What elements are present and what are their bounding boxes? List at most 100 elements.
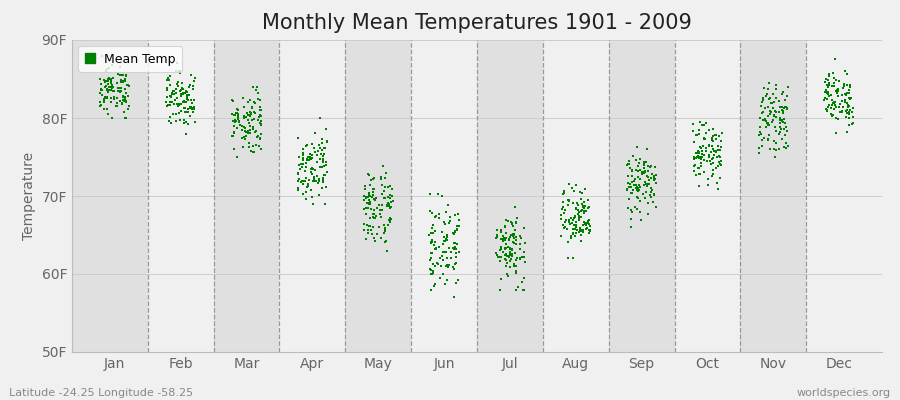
Point — [360, 199, 374, 206]
Point — [574, 213, 589, 220]
Point — [254, 107, 268, 113]
Point — [185, 100, 200, 106]
Point — [173, 68, 187, 74]
Point — [366, 176, 381, 182]
Point — [753, 124, 768, 130]
Point — [515, 279, 529, 286]
Point — [842, 109, 856, 115]
Point — [830, 89, 844, 96]
Point — [689, 172, 704, 178]
Point — [367, 215, 382, 222]
Point — [640, 181, 654, 187]
Point — [370, 231, 384, 237]
Point — [426, 222, 440, 228]
Point — [579, 208, 593, 214]
Point — [562, 198, 576, 204]
Point — [315, 147, 329, 153]
Point — [820, 108, 834, 114]
Point — [826, 106, 841, 112]
Point — [306, 166, 320, 172]
Point — [380, 202, 394, 208]
Point — [164, 94, 178, 100]
Point — [694, 156, 708, 163]
Point — [186, 109, 201, 116]
Point — [825, 113, 840, 119]
Point — [316, 153, 330, 159]
Point — [715, 130, 729, 136]
Point — [447, 294, 462, 301]
Point — [297, 168, 311, 174]
Point — [698, 130, 713, 136]
Point — [631, 162, 645, 169]
Point — [761, 80, 776, 86]
Point — [714, 144, 728, 150]
Point — [517, 286, 531, 293]
Point — [708, 132, 723, 138]
Point — [181, 121, 195, 128]
Point — [444, 249, 458, 255]
Point — [447, 229, 462, 236]
Point — [167, 88, 182, 94]
Point — [315, 184, 329, 191]
Point — [642, 180, 656, 187]
Point — [648, 164, 662, 170]
Point — [710, 143, 724, 149]
Point — [566, 217, 580, 223]
Point — [245, 105, 259, 112]
Point — [554, 216, 569, 222]
Point — [644, 194, 659, 200]
Point — [577, 208, 591, 214]
Point — [704, 161, 718, 168]
Point — [97, 84, 112, 91]
Point — [104, 80, 119, 86]
Point — [291, 170, 305, 176]
Point — [513, 254, 527, 261]
Point — [502, 258, 517, 264]
Bar — [608, 40, 675, 352]
Point — [101, 76, 115, 82]
Point — [252, 143, 266, 149]
Point — [822, 82, 836, 88]
Point — [500, 217, 514, 223]
Point — [842, 114, 857, 121]
Point — [631, 174, 645, 180]
Point — [508, 204, 522, 211]
Point — [374, 182, 389, 188]
Point — [583, 226, 598, 233]
Point — [627, 182, 642, 188]
Point — [300, 184, 314, 190]
Point — [171, 78, 185, 85]
Point — [626, 187, 640, 193]
Point — [94, 86, 108, 92]
Point — [708, 148, 723, 154]
Point — [516, 286, 530, 293]
Point — [494, 227, 508, 234]
Point — [168, 86, 183, 92]
Point — [361, 171, 375, 178]
Point — [492, 247, 507, 253]
Point — [292, 162, 306, 168]
Point — [712, 159, 726, 165]
Point — [185, 106, 200, 112]
Point — [446, 244, 460, 251]
Point — [693, 160, 707, 166]
Point — [310, 180, 325, 186]
Point — [361, 227, 375, 233]
Point — [620, 187, 634, 194]
Point — [505, 253, 519, 260]
Point — [758, 117, 772, 124]
Point — [448, 279, 463, 286]
Point — [423, 208, 437, 214]
Point — [302, 150, 317, 157]
Point — [574, 200, 589, 207]
Point — [112, 85, 126, 91]
Point — [835, 108, 850, 115]
Point — [772, 117, 787, 123]
Point — [180, 109, 194, 115]
Point — [300, 142, 314, 148]
Point — [493, 286, 508, 293]
Point — [317, 151, 331, 157]
Point — [294, 160, 309, 167]
Point — [381, 221, 395, 228]
Point — [303, 187, 318, 194]
